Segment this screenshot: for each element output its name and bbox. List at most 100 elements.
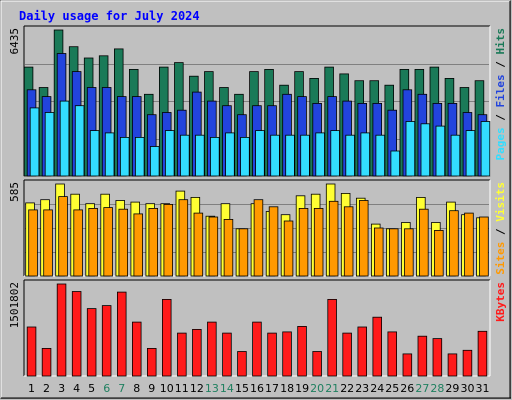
bar-sites-day-9 [148,207,158,277]
bar-kbytes-day-25 [387,331,397,377]
bar-kbytes-day-8 [131,321,142,377]
day-label-17: 17 [265,382,279,395]
bar-sites-day-23 [358,200,369,277]
y-max-label: 585 [8,182,21,202]
bar-sites-day-24 [373,227,384,277]
bar-sites-day-10 [163,203,173,277]
bar-sites-day-20 [313,207,324,277]
day-label-22: 22 [340,382,354,395]
bar-sites-day-26 [404,228,414,277]
bar-pages-day-30 [465,130,476,177]
bar-pages-day-31 [480,121,491,177]
bar-kbytes-day-15 [237,351,247,377]
day-label-15: 15 [235,382,249,395]
bar-kbytes-day-22 [342,332,352,377]
legend-separator: / [494,55,507,75]
bar-pages-day-26 [405,121,416,177]
bar-pages-day-5 [89,130,100,177]
bar-sites-day-16 [253,199,264,277]
day-label-7: 7 [118,382,125,395]
bar-pages-day-10 [164,130,175,177]
day-label-5: 5 [88,382,95,395]
day-label-24: 24 [370,382,384,395]
bar-kbytes-day-2 [41,347,52,377]
day-label-28: 28 [430,382,444,395]
day-label-16: 16 [250,382,264,395]
bar-pages-day-28 [435,125,446,177]
bar-sites-day-17 [268,206,279,277]
bar-sites-day-13 [208,216,219,277]
bar-sites-day-30 [464,212,474,277]
bar-kbytes-day-17 [267,332,277,377]
bar-pages-day-21 [330,130,340,177]
day-label-6: 6 [103,382,110,395]
bar-pages-day-13 [210,136,220,177]
day-label-29: 29 [445,382,459,395]
bar-sites-day-7 [118,208,129,277]
bar-sites-day-11 [178,199,189,277]
panel-bottom: 1501802 KBytes [8,279,507,377]
day-label-10: 10 [160,382,174,395]
bar-pages-day-4 [74,105,85,177]
day-label-1: 1 [28,382,35,395]
day-label-2: 2 [43,382,50,395]
bar-kbytes-day-10 [161,298,172,377]
bar-kbytes-day-26 [402,353,413,377]
bar-pages-day-2 [44,112,55,177]
bar-pages-day-29 [450,134,461,177]
bar-kbytes-day-12 [192,328,202,377]
bar-sites-day-6 [103,207,113,277]
legend-visits: Visits [494,182,507,222]
bar-kbytes-day-16 [252,321,262,377]
bar-sites-day-2 [43,209,53,277]
day-label-3: 3 [58,382,65,395]
bar-pages-day-18 [285,134,295,177]
bar-pages-day-9 [149,146,160,177]
bar-pages-day-7 [120,136,130,177]
day-label-9: 9 [148,382,155,395]
y-max-label: 1501802 [8,282,21,328]
day-label-27: 27 [415,382,429,395]
day-label-14: 14 [220,382,234,395]
bar-pages-day-25 [390,150,400,177]
bar-pages-day-22 [345,134,355,177]
legend-hits: Hits [494,28,507,55]
day-label-19: 19 [295,382,309,395]
bar-pages-day-23 [360,132,370,177]
bar-sites-day-21 [328,200,339,277]
legend-separator: / [494,222,507,242]
bar-kbytes-day-31 [477,330,488,377]
bar-sites-day-29 [449,210,459,277]
bar-sites-day-18 [283,220,294,277]
legend-files: Files [494,74,507,107]
day-label-18: 18 [280,382,294,395]
day-label-25: 25 [385,382,399,395]
bar-kbytes-day-20 [312,351,322,377]
bar-pages-day-20 [315,132,325,177]
chart-panels: 6435 Pages / Files / Hits 585 Sites / Visit… [8,25,507,377]
bar-sites-day-5 [88,207,98,277]
bar-kbytes-day-13 [207,321,217,377]
day-label-13: 13 [205,382,219,395]
bar-kbytes-day-3 [56,283,67,377]
bar-kbytes-day-23 [357,326,367,377]
bar-pages-day-3 [59,100,70,177]
bar-sites-day-31 [479,216,489,277]
bar-sites-day-12 [193,212,204,277]
bar-kbytes-day-30 [462,349,473,377]
bar-pages-day-15 [240,136,250,177]
bar-kbytes-day-7 [117,291,127,377]
day-label-11: 11 [175,382,189,395]
bar-sites-day-19 [298,207,309,277]
y-max-label: 6435 [8,28,21,55]
chart-title: Daily usage for July 2024 [19,9,200,23]
day-label-26: 26 [400,382,414,395]
day-label-23: 23 [355,382,369,395]
bar-pages-day-16 [255,130,265,177]
day-axis-labels: 1 2 3 4 5 6 7 8 9 10 11 12 13 14 15 16 17 18 19 20 21 22 23 24 2… [28,382,490,395]
panel-top: 6435 Pages / Files / Hits [8,25,507,177]
bar-kbytes-day-5 [86,308,97,377]
bar-sites-day-27 [419,208,429,277]
bar-sites-day-4 [73,209,83,277]
